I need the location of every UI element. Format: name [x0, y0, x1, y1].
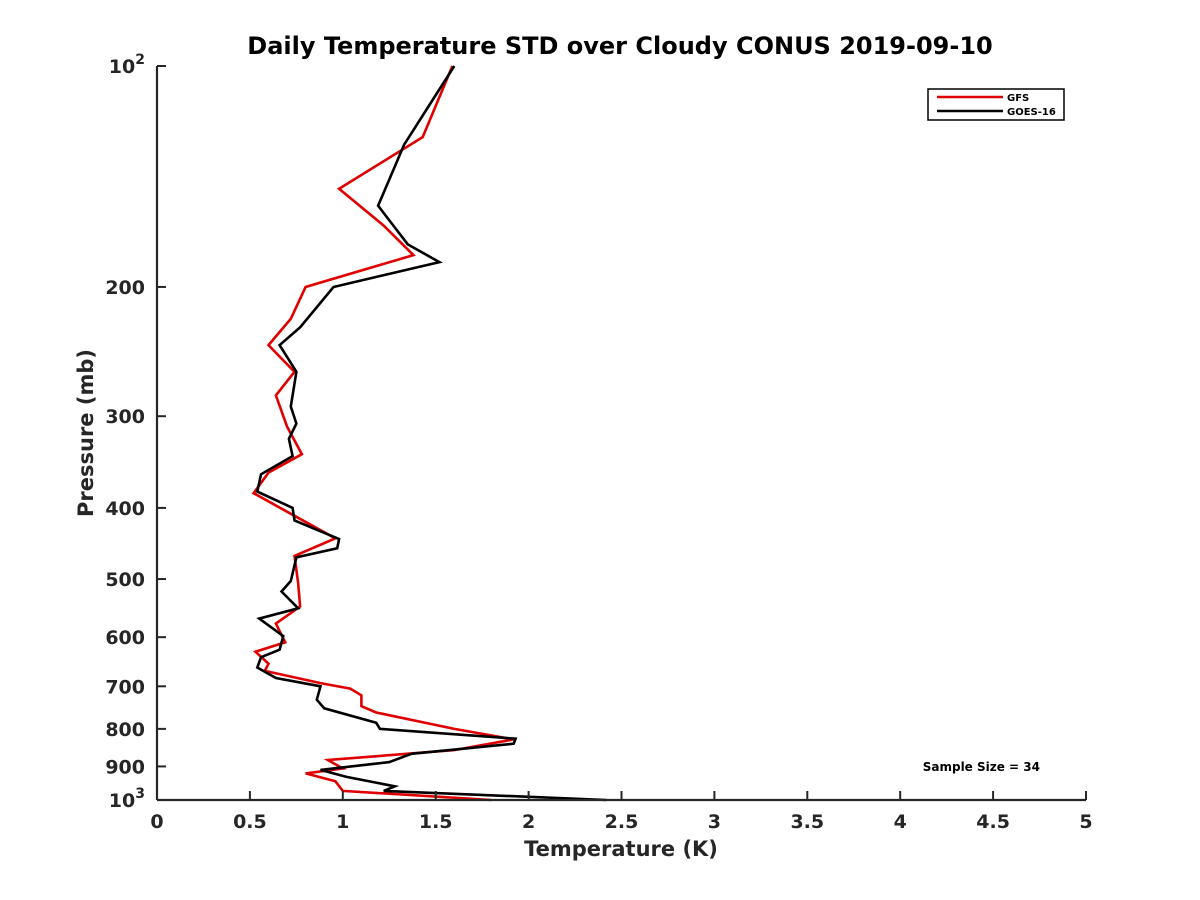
- y-tick-label: 103: [109, 786, 145, 812]
- y-tick-label-base: 900: [105, 756, 145, 778]
- legend-box: [927, 88, 1065, 121]
- y-tick-label-base: 200: [105, 277, 145, 299]
- x-tick-label: 4.5: [976, 811, 1010, 833]
- y-tick-label: 500: [105, 569, 145, 591]
- y-tick-label: 600: [105, 627, 145, 649]
- x-tick-label: 2.5: [605, 811, 639, 833]
- y-axis-label: Pressure (mb): [74, 349, 98, 517]
- y-tick-label: 700: [105, 676, 145, 698]
- x-tick-label: 0.5: [233, 811, 267, 833]
- x-tick-label: 3.5: [790, 811, 824, 833]
- x-tick-label: 1: [336, 811, 349, 833]
- y-tick-label-exponent: 3: [135, 786, 145, 802]
- y-tick-label: 200: [105, 277, 145, 299]
- legend-label-goes16: GOES-16: [1007, 107, 1056, 118]
- x-tick-label: 0: [150, 811, 163, 833]
- x-axis-ticks: 0 0.5 1 1.5 2 2.5 3 3.5 4 4.5 5: [150, 791, 1093, 833]
- y-tick-label-base: 300: [105, 406, 145, 428]
- y-tick-label: 900: [105, 756, 145, 778]
- y-tick-label-base: 800: [105, 719, 145, 741]
- y-tick-label: 400: [105, 498, 145, 520]
- x-axis-label: Temperature (K): [524, 837, 718, 861]
- y-tick-label: 800: [105, 719, 145, 741]
- y-tick-label: 300: [105, 406, 145, 428]
- y-tick-label-base: 600: [105, 627, 145, 649]
- x-tick-label: 5: [1079, 811, 1092, 833]
- sample-size-annotation: Sample Size = 34: [923, 760, 1040, 774]
- series-line-goes16: [255, 65, 607, 802]
- y-tick-label-exponent: 2: [135, 52, 145, 68]
- x-tick-label: 1.5: [419, 811, 453, 833]
- x-tick-label: 4: [894, 811, 907, 833]
- y-tick-label-base: 700: [105, 676, 145, 698]
- x-tick-label: 2: [522, 811, 535, 833]
- y-tick-label-base: 10: [109, 56, 135, 78]
- x-tick-label: 3: [708, 811, 721, 833]
- y-tick-label-base: 400: [105, 498, 145, 520]
- chart-title: Daily Temperature STD over Cloudy CONUS …: [247, 32, 992, 60]
- legend-label-gfs: GFS: [1007, 93, 1029, 104]
- y-tick-label-base: 500: [105, 569, 145, 591]
- y-tick-label-base: 10: [109, 790, 135, 812]
- y-tick-label: 102: [109, 52, 145, 78]
- legend: GFS GOES-16: [927, 88, 1065, 121]
- series-layer: [251, 65, 607, 802]
